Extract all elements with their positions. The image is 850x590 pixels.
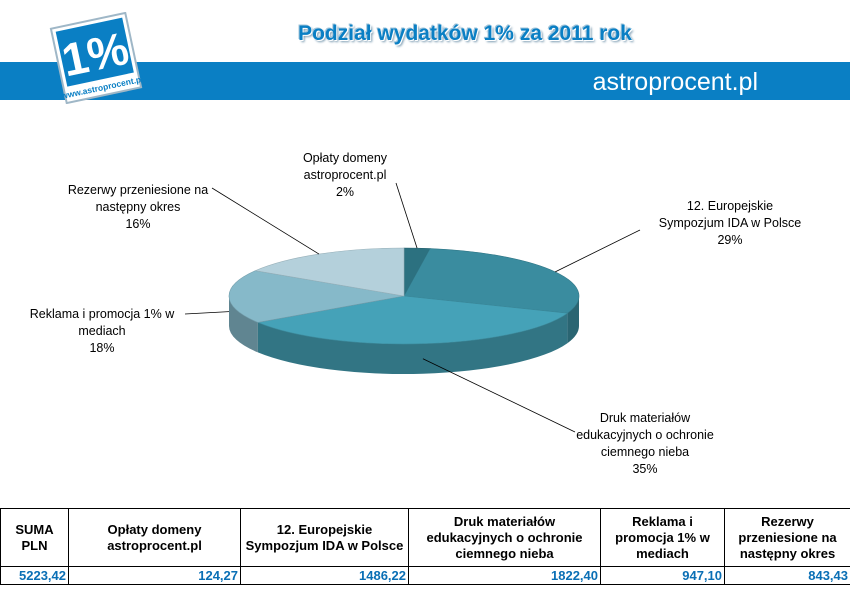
slice-label-line: Rezerwy przeniesione na — [67, 183, 209, 197]
slice-label-print: Druk materiałów edukacyjnych o ochronie … — [560, 410, 730, 478]
slice-percent: 29% — [717, 233, 743, 247]
pie-side-symposium — [567, 296, 579, 344]
slice-label-domain: Opłaty domeny astroprocent.pl 2% — [280, 150, 410, 201]
table-header-cell: 12. Europejskie Sympozjum IDA w Polsce — [240, 508, 409, 567]
leader-line-ads — [184, 311, 230, 315]
slice-label-line: edukacyjnych o ochronie — [576, 428, 714, 442]
pie-slice-symposium — [403, 248, 580, 314]
pie-slice-ads — [228, 270, 405, 323]
table-cell: 124,27 — [68, 566, 241, 585]
table-header-row: SUMA PLN Opłaty domeny astroprocent.pl 1… — [0, 508, 850, 567]
leader-line-symposium — [555, 229, 641, 273]
table-cell: 1486,22 — [240, 566, 409, 585]
header-bar — [0, 62, 850, 100]
slice-percent: 35% — [632, 462, 658, 476]
pie-tops — [228, 247, 580, 345]
pie-chart — [184, 182, 641, 433]
slice-label-line: Sympozjum IDA w Polsce — [658, 216, 802, 230]
slice-label-line: 12. Europejskie — [686, 199, 774, 213]
table-cell: 843,43 — [724, 566, 850, 585]
slice-label-line: następny okres — [95, 200, 181, 214]
slice-label-reserves: Rezerwy przeniesione na następny okres 1… — [50, 182, 226, 233]
slice-label-line: ciemnego nieba — [600, 445, 690, 459]
logo-square — [55, 17, 134, 87]
slice-percent: 16% — [125, 217, 151, 231]
table-header-cell: Opłaty domeny astroprocent.pl — [68, 508, 241, 567]
leader-line-domain — [395, 182, 418, 249]
slice-label-line: astroprocent.pl — [303, 168, 387, 182]
slice-label-ads: Reklama i promocja 1% w mediach 18% — [18, 306, 186, 357]
slice-label-line: Druk materiałów — [599, 411, 691, 425]
slice-percent: 18% — [89, 341, 115, 355]
pie-slice-reserves — [254, 247, 405, 297]
slice-label-symposium: 12. Europejskie Sympozjum IDA w Polsce 2… — [645, 198, 815, 249]
leader-line-reserves — [211, 187, 320, 255]
table-cell: 1822,40 — [408, 566, 601, 585]
table-cell: 947,10 — [600, 566, 725, 585]
slice-percent: 2% — [335, 185, 355, 199]
pie-leaders — [184, 182, 641, 433]
table-header-cell: SUMA PLN — [0, 508, 69, 567]
pie-slice-print — [256, 295, 569, 345]
logo: 1% www.astroprocent.pl — [49, 12, 144, 104]
table-header-cell: Reklama i promocja 1% w mediach — [600, 508, 725, 567]
table-header-cell: Druk materiałów edukacyjnych o ochronie … — [408, 508, 601, 567]
slice-label-line: mediach — [78, 324, 126, 338]
pie-side-print — [257, 313, 568, 375]
table-cell: 5223,42 — [0, 566, 69, 585]
chart-title: Podział wydatków 1% za 2011 rok — [298, 22, 632, 45]
table-row: 5223,42 124,27 1486,22 1822,40 947,10 84… — [0, 566, 850, 585]
slice-label-line: Reklama i promocja 1% w — [29, 307, 175, 321]
slice-label-line: Opłaty domeny — [302, 151, 388, 165]
leader-line-print — [422, 358, 576, 433]
data-table: SUMA PLN Opłaty domeny astroprocent.pl 1… — [0, 508, 850, 585]
table-header-cell: Rezerwy przeniesione na następny okres — [724, 508, 850, 567]
site-name: astroprocent.pl — [592, 68, 758, 96]
